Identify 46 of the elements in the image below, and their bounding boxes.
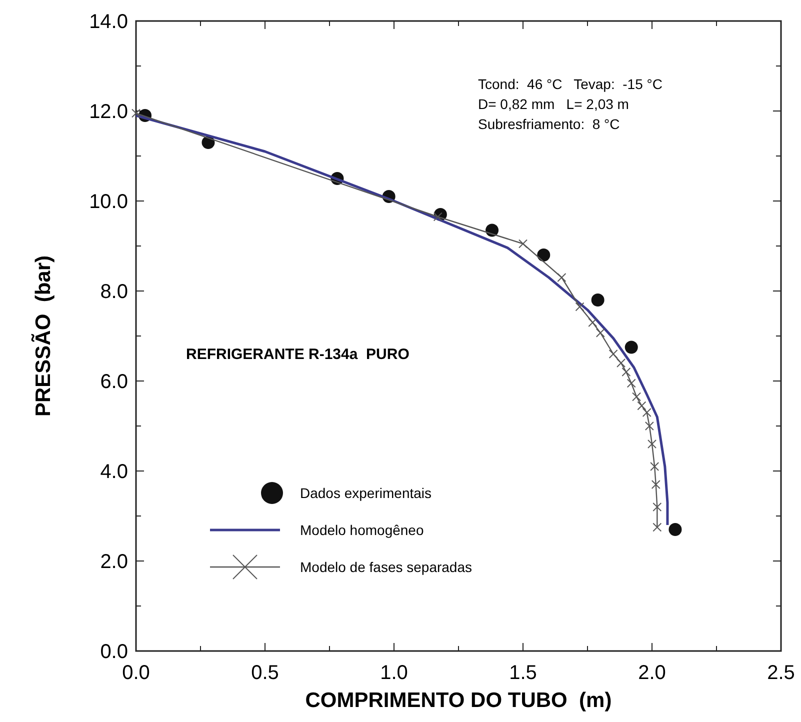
x-tick-label: 0.0 [122,662,150,684]
y-tick-label: 8.0 [100,281,128,303]
x-tick-label: 1.5 [509,662,537,684]
x-tick-label: 2.0 [638,662,666,684]
y-tick-label: 14.0 [89,11,128,33]
point [632,392,642,402]
point [644,422,654,430]
y-tick-label: 10.0 [89,191,128,213]
y-tick-label: 0.0 [100,641,128,663]
point [652,502,662,512]
point [624,340,638,354]
point [616,358,626,368]
point [596,328,605,338]
point [518,239,528,248]
y-tick-label: 4.0 [100,461,128,483]
point [132,108,140,118]
y-tick-label: 12.0 [89,101,128,123]
point [650,462,660,471]
legend-label: Modelo homogêneo [300,522,424,538]
y-tick-label: 2.0 [100,551,128,573]
point [652,522,662,532]
point [608,350,618,358]
annotation: D= 0,82 mm L= 2,03 m [478,96,629,112]
point [651,480,660,489]
annotation: Subresfriamento: 8 °C [478,116,620,132]
point [588,318,598,327]
y-axis-title: PRESSÃO (bar) [31,255,55,417]
annotation: REFRIGERANTE R-134a PURO [186,346,410,363]
point [648,440,656,448]
point [557,273,566,282]
annotation: Tcond: 46 °C Tevap: -15 °C [478,76,662,92]
x-tick-label: 1.0 [380,662,408,684]
point [622,368,631,376]
y-tick-label: 6.0 [100,371,128,393]
x-tick-label: 2.5 [767,662,795,684]
legend-label: Modelo de fases separadas [300,559,472,575]
point [642,408,652,417]
point [591,294,604,306]
x-axis-title: COMPRIMENTO DO TUBO (m) [305,689,612,712]
point [637,401,646,410]
x-tick-label: 0.5 [251,662,279,684]
point [537,248,550,262]
point [626,378,636,388]
point [668,523,682,536]
legend-label: Dados experimentais [300,485,432,501]
point [575,302,584,312]
